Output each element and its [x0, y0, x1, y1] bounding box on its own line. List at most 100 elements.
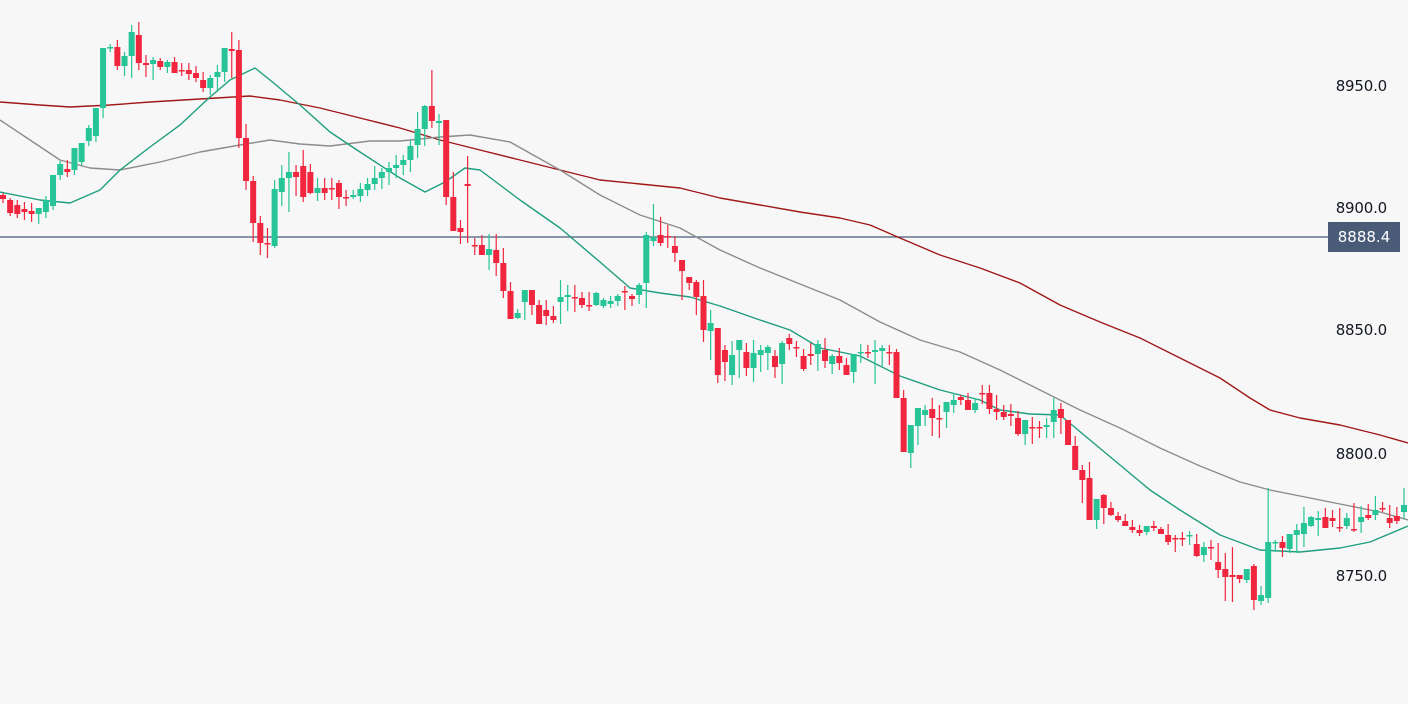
- candle[interactable]: [21, 202, 28, 220]
- candle[interactable]: [521, 290, 528, 320]
- candle[interactable]: [857, 344, 864, 363]
- candle[interactable]: [414, 112, 421, 158]
- candle[interactable]: [1129, 520, 1136, 533]
- candle[interactable]: [207, 75, 214, 95]
- candle[interactable]: [1322, 508, 1329, 528]
- candle[interactable]: [371, 166, 378, 190]
- candle[interactable]: [664, 225, 671, 248]
- candle[interactable]: [1093, 499, 1100, 529]
- candle[interactable]: [407, 140, 414, 172]
- candle[interactable]: [1401, 488, 1407, 519]
- candle[interactable]: [771, 350, 778, 378]
- candle[interactable]: [357, 183, 364, 202]
- candle[interactable]: [550, 306, 557, 323]
- candle[interactable]: [1300, 507, 1307, 547]
- candle[interactable]: [335, 180, 342, 209]
- candle[interactable]: [192, 66, 199, 82]
- candle[interactable]: [121, 52, 128, 76]
- candle[interactable]: [1308, 516, 1315, 527]
- candle[interactable]: [450, 172, 457, 231]
- candle[interactable]: [178, 63, 185, 76]
- candle[interactable]: [1393, 507, 1400, 524]
- candle[interactable]: [957, 395, 964, 405]
- candle[interactable]: [1336, 508, 1343, 532]
- candle[interactable]: [114, 40, 121, 70]
- candle[interactable]: [64, 160, 71, 177]
- candle[interactable]: [171, 57, 178, 73]
- candle[interactable]: [1150, 521, 1157, 531]
- candle[interactable]: [1193, 534, 1200, 557]
- candle[interactable]: [1065, 420, 1072, 445]
- candle[interactable]: [743, 343, 750, 376]
- candle[interactable]: [107, 44, 114, 52]
- candle[interactable]: [243, 124, 250, 190]
- candle[interactable]: [929, 398, 936, 436]
- candle[interactable]: [814, 340, 821, 371]
- candle[interactable]: [914, 408, 921, 445]
- candle[interactable]: [1343, 513, 1350, 529]
- candle[interactable]: [1165, 524, 1172, 545]
- candle[interactable]: [850, 354, 857, 383]
- candle[interactable]: [1036, 421, 1043, 438]
- candle[interactable]: [836, 348, 843, 370]
- candle[interactable]: [1365, 504, 1372, 520]
- candle[interactable]: [1286, 534, 1293, 553]
- candle[interactable]: [1372, 496, 1379, 520]
- candle[interactable]: [14, 200, 21, 218]
- candle[interactable]: [714, 328, 721, 383]
- candle[interactable]: [1057, 403, 1064, 434]
- candle[interactable]: [614, 294, 621, 306]
- candle[interactable]: [100, 48, 107, 118]
- candle[interactable]: [250, 176, 257, 242]
- candle[interactable]: [1043, 418, 1050, 438]
- candle[interactable]: [264, 228, 271, 258]
- candle[interactable]: [35, 208, 42, 224]
- candle[interactable]: [964, 393, 971, 410]
- candle[interactable]: [57, 161, 64, 180]
- candle[interactable]: [78, 143, 85, 165]
- candle[interactable]: [1179, 532, 1186, 546]
- candle[interactable]: [829, 354, 836, 374]
- candle[interactable]: [643, 232, 650, 308]
- candle[interactable]: [443, 120, 450, 205]
- candle[interactable]: [578, 292, 585, 308]
- candle[interactable]: [750, 340, 757, 382]
- candle[interactable]: [879, 345, 886, 366]
- candle[interactable]: [1329, 510, 1336, 527]
- candle[interactable]: [707, 310, 714, 360]
- candle[interactable]: [629, 294, 636, 306]
- candle[interactable]: [950, 393, 957, 413]
- candle[interactable]: [736, 340, 743, 378]
- candle[interactable]: [729, 341, 736, 385]
- candle[interactable]: [1086, 462, 1093, 520]
- candle[interactable]: [493, 234, 500, 276]
- candle[interactable]: [1022, 420, 1029, 445]
- candle[interactable]: [135, 22, 142, 70]
- candle[interactable]: [214, 65, 221, 92]
- candle[interactable]: [679, 260, 686, 300]
- candle[interactable]: [621, 286, 628, 310]
- candle[interactable]: [586, 292, 593, 311]
- candle[interactable]: [514, 309, 521, 319]
- candle[interactable]: [378, 168, 385, 189]
- candle[interactable]: [128, 25, 135, 78]
- candle[interactable]: [907, 425, 914, 468]
- candle[interactable]: [1029, 417, 1036, 444]
- candle[interactable]: [893, 349, 900, 398]
- candle[interactable]: [164, 60, 171, 73]
- candle[interactable]: [686, 277, 693, 290]
- candle[interactable]: [721, 345, 728, 381]
- candle[interactable]: [1215, 543, 1222, 578]
- candle[interactable]: [993, 395, 1000, 420]
- candle[interactable]: [1015, 411, 1022, 436]
- candle[interactable]: [1236, 575, 1243, 583]
- candle[interactable]: [1115, 512, 1122, 522]
- candle[interactable]: [1143, 526, 1150, 535]
- candle[interactable]: [536, 300, 543, 324]
- candle[interactable]: [1072, 436, 1079, 470]
- candle[interactable]: [1000, 405, 1007, 420]
- candle[interactable]: [1358, 506, 1365, 533]
- candle[interactable]: [1007, 404, 1014, 426]
- candle[interactable]: [822, 338, 829, 368]
- candle[interactable]: [1157, 527, 1164, 534]
